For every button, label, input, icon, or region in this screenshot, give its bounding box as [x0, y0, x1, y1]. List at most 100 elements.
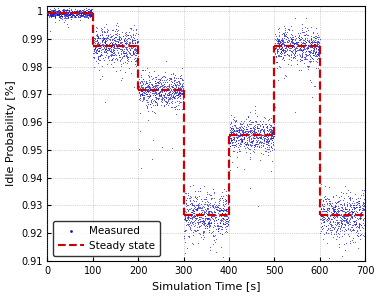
Point	[289, 49, 295, 53]
Point	[56, 11, 62, 16]
Point	[68, 14, 74, 18]
Point	[332, 208, 338, 213]
Point	[118, 36, 124, 40]
Point	[360, 190, 366, 195]
Point	[142, 85, 148, 90]
Point	[361, 206, 367, 211]
Point	[362, 290, 368, 295]
Point	[111, 53, 117, 57]
Point	[205, 209, 211, 214]
Point	[255, 142, 261, 147]
Point	[184, 222, 190, 226]
Point	[168, 79, 174, 84]
Point	[105, 42, 111, 47]
Point	[155, 87, 161, 92]
Point	[47, 10, 53, 15]
Point	[207, 193, 213, 198]
Point	[148, 105, 154, 109]
Point	[263, 141, 269, 146]
Point	[268, 116, 274, 121]
Point	[72, 15, 78, 20]
Point	[149, 83, 155, 88]
Point	[258, 143, 264, 148]
Point	[179, 77, 185, 82]
Point	[341, 219, 347, 223]
Point	[314, 52, 320, 57]
Point	[47, 13, 53, 18]
Point	[304, 53, 310, 57]
Point	[84, 12, 90, 16]
Point	[200, 217, 206, 222]
Point	[325, 209, 331, 214]
Point	[68, 10, 74, 15]
Point	[158, 99, 164, 104]
Point	[347, 227, 353, 231]
Point	[116, 53, 122, 57]
Point	[93, 49, 99, 54]
Point	[234, 135, 240, 140]
Point	[64, 13, 70, 18]
Point	[345, 214, 352, 219]
Point	[317, 187, 323, 192]
Point	[321, 220, 327, 225]
Point	[48, 13, 54, 18]
Point	[144, 97, 150, 102]
Point	[279, 39, 285, 44]
Point	[344, 209, 350, 214]
Point	[357, 216, 363, 221]
Point	[297, 59, 303, 63]
Point	[233, 117, 239, 122]
Point	[190, 233, 196, 237]
Point	[157, 89, 163, 94]
Point	[205, 216, 211, 221]
Point	[326, 209, 332, 214]
Point	[277, 51, 283, 56]
Point	[82, 10, 89, 15]
Point	[156, 77, 162, 81]
Point	[217, 213, 223, 218]
Point	[211, 238, 217, 243]
Point	[279, 44, 285, 49]
Point	[82, 11, 88, 15]
Point	[350, 203, 356, 208]
Point	[176, 86, 182, 91]
Point	[169, 79, 175, 84]
Point	[284, 39, 290, 44]
Point	[226, 133, 233, 138]
Point	[206, 208, 212, 213]
Point	[95, 40, 101, 45]
Point	[251, 131, 257, 136]
Point	[105, 46, 111, 50]
Point	[76, 9, 82, 13]
Point	[49, 12, 55, 17]
Point	[254, 143, 260, 148]
Point	[61, 9, 67, 13]
Point	[188, 222, 195, 227]
Point	[141, 89, 147, 94]
Point	[149, 88, 155, 93]
Point	[326, 221, 332, 226]
Point	[166, 76, 173, 81]
Point	[103, 41, 109, 46]
Point	[145, 94, 151, 99]
Point	[354, 199, 360, 204]
Point	[174, 86, 180, 91]
Point	[258, 135, 264, 140]
Point	[245, 123, 251, 128]
Point	[131, 46, 138, 51]
Point	[205, 203, 211, 207]
Point	[111, 37, 117, 42]
Point	[352, 215, 358, 220]
Point	[136, 77, 142, 82]
Point	[173, 91, 179, 96]
Point	[185, 214, 192, 218]
Point	[51, 9, 57, 14]
Point	[215, 205, 221, 209]
Point	[260, 143, 266, 148]
Point	[342, 207, 348, 212]
Point	[295, 34, 301, 39]
Point	[111, 51, 117, 56]
Point	[231, 129, 238, 134]
Point	[112, 45, 119, 50]
Point	[228, 129, 234, 134]
